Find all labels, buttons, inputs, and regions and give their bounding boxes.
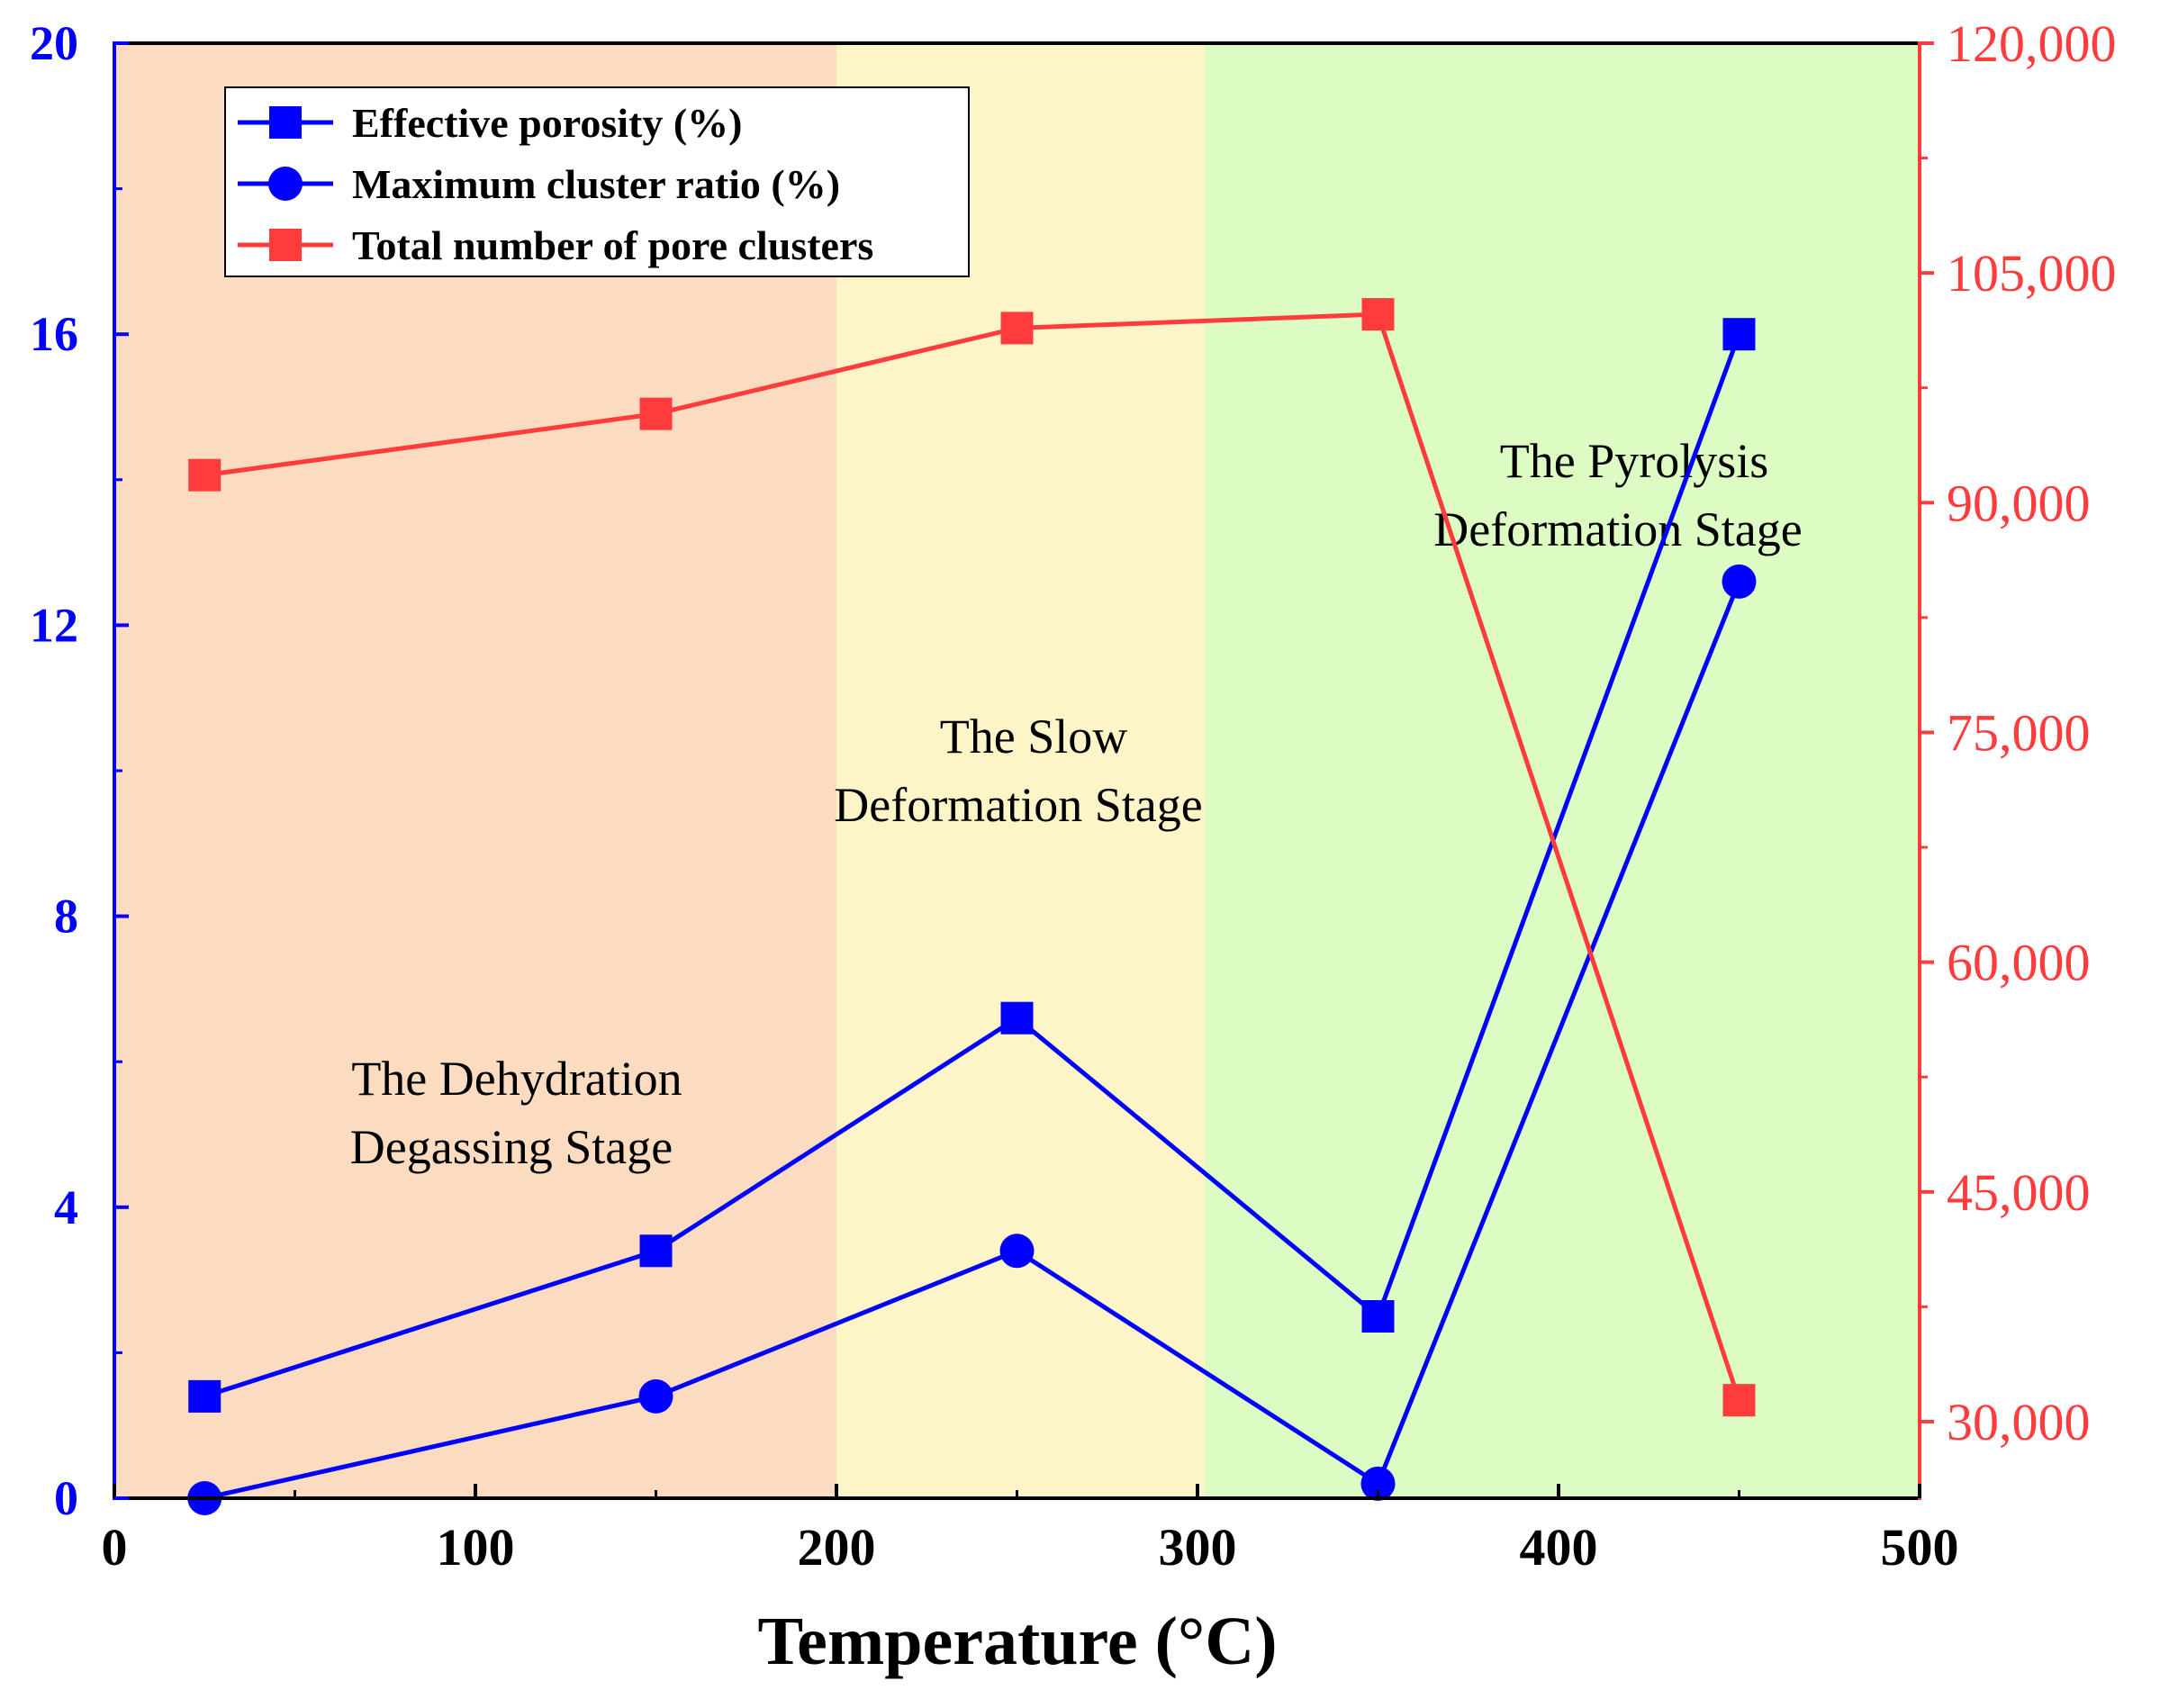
series-0-point-1 [639, 1234, 673, 1268]
left-tick-label-1: 4 [54, 1180, 78, 1234]
stage-label-dehydration-line2: Degassing Stage [350, 1120, 673, 1174]
stage-label-slow-line2: Deformation Stage [834, 778, 1202, 832]
stage-label-slow-line1: The Slow [940, 709, 1128, 764]
stage-labels: The Dehydration Degassing Stage The Slow… [350, 434, 1803, 1174]
series-1-point-2 [999, 1234, 1035, 1269]
legend-marker-0 [269, 106, 302, 139]
series-2-point-1 [639, 397, 673, 430]
stage-label-pyrolysis-line1: The Pyrolysis [1500, 434, 1769, 488]
legend-label-effective-porosity: Effective porosity (%) [352, 100, 742, 146]
right-tick-label-1: 45,000 [1947, 1163, 2091, 1222]
legend-marker-1 [268, 167, 303, 201]
right-tick-label-4: 90,000 [1947, 474, 2091, 532]
x-tick-label-0: 0 [102, 1518, 128, 1577]
series-0-point-0 [188, 1379, 221, 1413]
legend-box [224, 86, 970, 277]
stage-background-2 [1205, 43, 1920, 1498]
x-tick-label-2: 200 [798, 1518, 876, 1577]
stage-label-dehydration-line1: The Dehydration [351, 1052, 682, 1106]
series-2-point-3 [1361, 298, 1395, 331]
series-0-point-4 [1722, 318, 1756, 351]
legend: Effective porosity (%) Maximum cluster r… [224, 86, 970, 277]
right-tick-label-0: 30,000 [1947, 1393, 2091, 1451]
series-1-point-3 [1360, 1466, 1396, 1501]
series-1-point-4 [1722, 564, 1757, 599]
left-tick-label-2: 8 [54, 890, 78, 944]
series-2-point-2 [1000, 312, 1034, 345]
x-tick-label-4: 400 [1520, 1518, 1598, 1577]
right-tick-label-5: 105,000 [1947, 244, 2117, 303]
stage-label-pyrolysis-line2: Deformation Stage [1433, 502, 1802, 556]
series-2-point-4 [1722, 1384, 1756, 1417]
left-tick-label-5: 20 [30, 16, 78, 70]
series [187, 298, 1757, 1515]
series-0-point-3 [1361, 1300, 1395, 1333]
legend-label-max-cluster-ratio: Maximum cluster ratio (%) [352, 161, 840, 207]
stage-background-0 [114, 43, 836, 1498]
x-tick-label-1: 100 [437, 1518, 515, 1577]
series-2-point-0 [188, 458, 221, 492]
axes: 0 100 200 300 400 500 0 4 8 12 16 20 30,000 45,000 60,… [30, 14, 2117, 1577]
right-tick-label-3: 75,000 [1947, 703, 2091, 762]
x-axis-title: Temperature (°C) [757, 1604, 1277, 1679]
legend-marker-2 [269, 229, 302, 261]
x-tick-label-5: 500 [1881, 1518, 1959, 1577]
legend-marks [238, 106, 333, 261]
left-tick-label-3: 12 [30, 598, 78, 652]
left-tick-label-0: 0 [54, 1471, 78, 1525]
series-1-point-1 [638, 1378, 673, 1414]
right-tick-label-2: 60,000 [1947, 934, 2091, 992]
x-tick-label-3: 300 [1159, 1518, 1237, 1577]
stage-backgrounds [114, 43, 1920, 1498]
right-tick-label-6: 120,000 [1947, 14, 2117, 73]
left-tick-label-4: 16 [30, 307, 78, 361]
legend-label-total-pore-clusters: Total number of pore clusters [352, 222, 873, 268]
series-0-point-2 [1000, 1001, 1034, 1035]
